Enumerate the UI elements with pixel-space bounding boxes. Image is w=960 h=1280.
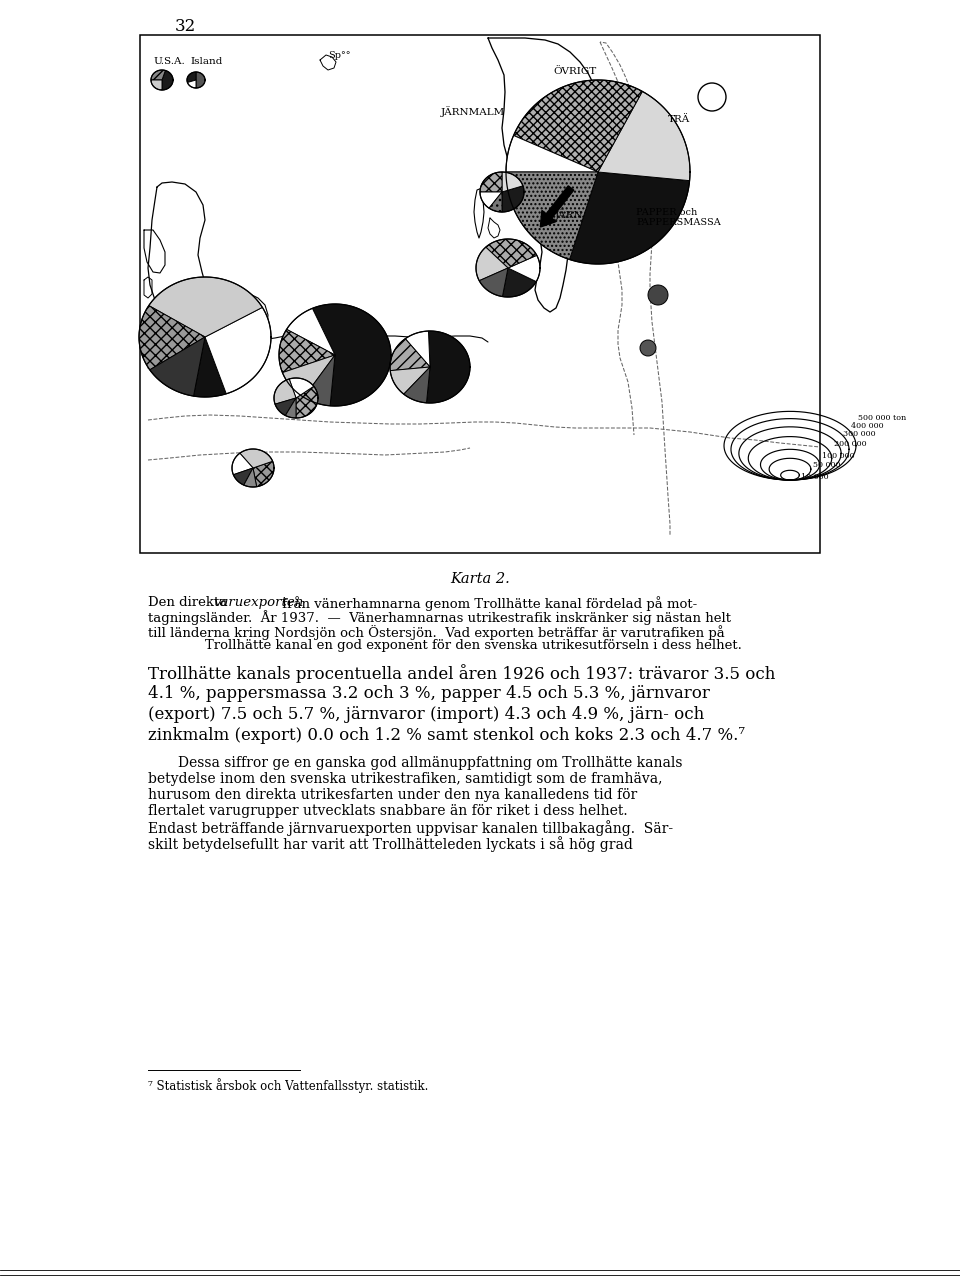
Text: ⁷ Statistisk årsbok och Vattenfallsstyr. statistik.: ⁷ Statistisk årsbok och Vattenfallsstyr.… xyxy=(148,1078,428,1093)
Polygon shape xyxy=(404,367,430,403)
Polygon shape xyxy=(502,186,524,212)
Text: hurusom den direkta utrikesfarten under den nya kanalledens tid för: hurusom den direkta utrikesfarten under … xyxy=(148,788,637,803)
Text: zinkmalm (export) 0.0 och 1.2 % samt stenkol och koks 2.3 och 4.7 %.⁷: zinkmalm (export) 0.0 och 1.2 % samt ste… xyxy=(148,727,745,744)
Text: JÄRN: JÄRN xyxy=(555,209,584,220)
Polygon shape xyxy=(240,449,273,468)
Text: PAPPER och: PAPPER och xyxy=(636,207,697,218)
Text: Dessa siffror ge en ganska god allmänuppfattning om Trollhätte kanals: Dessa siffror ge en ganska god allmänupp… xyxy=(178,756,683,771)
Polygon shape xyxy=(486,239,537,268)
Text: PAPPERSMASSA: PAPPERSMASSA xyxy=(636,218,721,227)
Polygon shape xyxy=(312,305,391,406)
Polygon shape xyxy=(289,378,314,398)
Text: skilt betydelsefullt har varit att Trollhätteleden lyckats i så hög grad: skilt betydelsefullt har varit att Troll… xyxy=(148,836,633,852)
Polygon shape xyxy=(194,337,227,397)
Polygon shape xyxy=(233,468,253,485)
Text: TRÄ: TRÄ xyxy=(668,115,690,124)
Text: (export) 7.5 och 5.7 %, järnvaror (import) 4.3 och 4.9 %, järn- och: (export) 7.5 och 5.7 %, järnvaror (impor… xyxy=(148,707,705,723)
Bar xyxy=(140,35,820,553)
Polygon shape xyxy=(569,172,689,264)
Polygon shape xyxy=(598,91,690,180)
Polygon shape xyxy=(151,79,162,90)
Polygon shape xyxy=(506,172,598,260)
Polygon shape xyxy=(508,255,540,282)
Text: ÖVRIGT: ÖVRIGT xyxy=(553,67,596,76)
Polygon shape xyxy=(390,339,430,371)
Polygon shape xyxy=(150,337,205,396)
Polygon shape xyxy=(405,332,430,367)
Text: 10 000: 10 000 xyxy=(802,474,828,481)
Text: JÄRNMALM: JÄRNMALM xyxy=(441,106,505,116)
Polygon shape xyxy=(244,468,256,486)
Polygon shape xyxy=(502,172,523,192)
Polygon shape xyxy=(149,276,262,337)
Circle shape xyxy=(640,340,656,356)
Text: 4.1 %, pappersmassa 3.2 och 3 %, papper 4.5 och 5.3 %, järnvaror: 4.1 %, pappersmassa 3.2 och 3 %, papper … xyxy=(148,685,709,701)
Polygon shape xyxy=(506,136,598,172)
Text: U.S.A.: U.S.A. xyxy=(153,58,184,67)
Polygon shape xyxy=(480,172,502,192)
Polygon shape xyxy=(426,332,470,403)
Text: till länderna kring Nordsjön och Östersjön.  Vad exporten beträffar är varutrafi: till länderna kring Nordsjön och Östersj… xyxy=(148,625,725,640)
Polygon shape xyxy=(151,70,165,79)
Text: Karta 2.: Karta 2. xyxy=(450,572,510,586)
Polygon shape xyxy=(282,355,335,397)
Polygon shape xyxy=(502,268,537,297)
Polygon shape xyxy=(479,268,508,297)
Text: Trollhätte kanals procentuella andel åren 1926 och 1937: trävaror 3.5 och: Trollhätte kanals procentuella andel åre… xyxy=(148,664,776,684)
Polygon shape xyxy=(390,367,430,394)
Circle shape xyxy=(648,285,668,305)
Text: 50 000: 50 000 xyxy=(813,461,840,470)
Text: Endast beträffande järnvaruexporten uppvisar kanalen tillbakagång.  Sär-: Endast beträffande järnvaruexporten uppv… xyxy=(148,820,673,836)
Text: flertalet varugrupper utvecklats snabbare än för riket i dess helhet.: flertalet varugrupper utvecklats snabbar… xyxy=(148,804,628,818)
Text: 500 000 ton: 500 000 ton xyxy=(858,415,906,422)
Polygon shape xyxy=(287,308,335,355)
Polygon shape xyxy=(205,307,271,394)
Text: Trollhätte kanal en god exponent för den svenska utrikesutförseln i dess helhet.: Trollhätte kanal en god exponent för den… xyxy=(205,640,742,653)
Text: 32: 32 xyxy=(175,18,196,35)
Text: Sp°°: Sp°° xyxy=(328,50,350,59)
Polygon shape xyxy=(139,306,205,370)
Text: varuexporten: varuexporten xyxy=(213,596,303,609)
Polygon shape xyxy=(514,81,642,172)
FancyArrow shape xyxy=(540,186,574,227)
Text: Island: Island xyxy=(190,58,223,67)
Polygon shape xyxy=(276,398,296,416)
Polygon shape xyxy=(187,79,196,88)
Polygon shape xyxy=(279,329,335,372)
Polygon shape xyxy=(196,72,205,88)
Polygon shape xyxy=(253,461,274,486)
Polygon shape xyxy=(489,192,502,212)
Text: 100 000: 100 000 xyxy=(822,452,854,461)
Text: från vänerhamnarna genom Trollhätte kanal fördelad på mot-: från vänerhamnarna genom Trollhätte kana… xyxy=(278,596,697,611)
Polygon shape xyxy=(476,247,508,280)
Polygon shape xyxy=(162,70,173,90)
Circle shape xyxy=(698,83,726,111)
Polygon shape xyxy=(232,453,253,475)
Text: betydelse inom den svenska utrikestrafiken, samtidigt som de framhäva,: betydelse inom den svenska utrikestrafik… xyxy=(148,772,662,786)
Polygon shape xyxy=(296,387,318,419)
Text: 200 000: 200 000 xyxy=(833,439,866,448)
Polygon shape xyxy=(187,72,196,82)
Polygon shape xyxy=(274,379,296,404)
Text: 400 000: 400 000 xyxy=(851,421,883,430)
Text: tagningsländer.  År 1937.  —  Vänerhamnarnas utrikestrafik inskränker sig nästan: tagningsländer. År 1937. — Vänerhamnarna… xyxy=(148,611,731,626)
Text: Den direkta: Den direkta xyxy=(148,596,231,609)
Polygon shape xyxy=(480,192,502,209)
Text: 300 000: 300 000 xyxy=(843,430,876,438)
Polygon shape xyxy=(304,355,335,406)
Polygon shape xyxy=(285,398,296,419)
